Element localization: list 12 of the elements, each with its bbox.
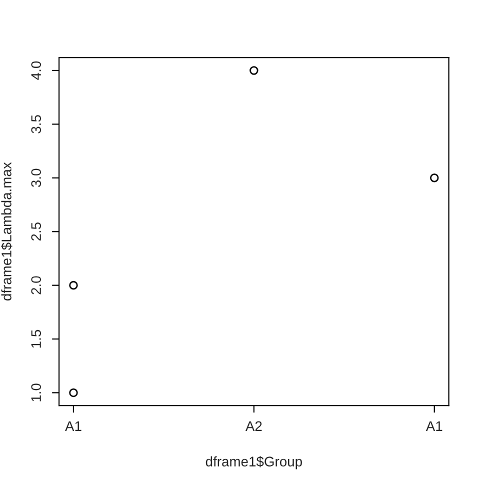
- y-tick-label: 3.5: [31, 115, 42, 134]
- y-tick-label: 1.5: [31, 330, 42, 348]
- y-tick-label: 2.0: [31, 276, 42, 294]
- y-tick-label: 1.0: [31, 384, 42, 402]
- y-tick-label: 3.0: [31, 168, 42, 188]
- y-tick-label: 2.5: [31, 222, 42, 241]
- x-axis-title: dframe1$Group: [206, 456, 302, 470]
- x-tick-label: A2: [245, 421, 262, 431]
- x-tick-label: A1: [426, 421, 442, 431]
- x-tick-label: A1: [65, 421, 82, 431]
- y-axis-title: dframe1$Lambda.max: [0, 162, 12, 300]
- y-tick-label: 4.0: [31, 61, 42, 80]
